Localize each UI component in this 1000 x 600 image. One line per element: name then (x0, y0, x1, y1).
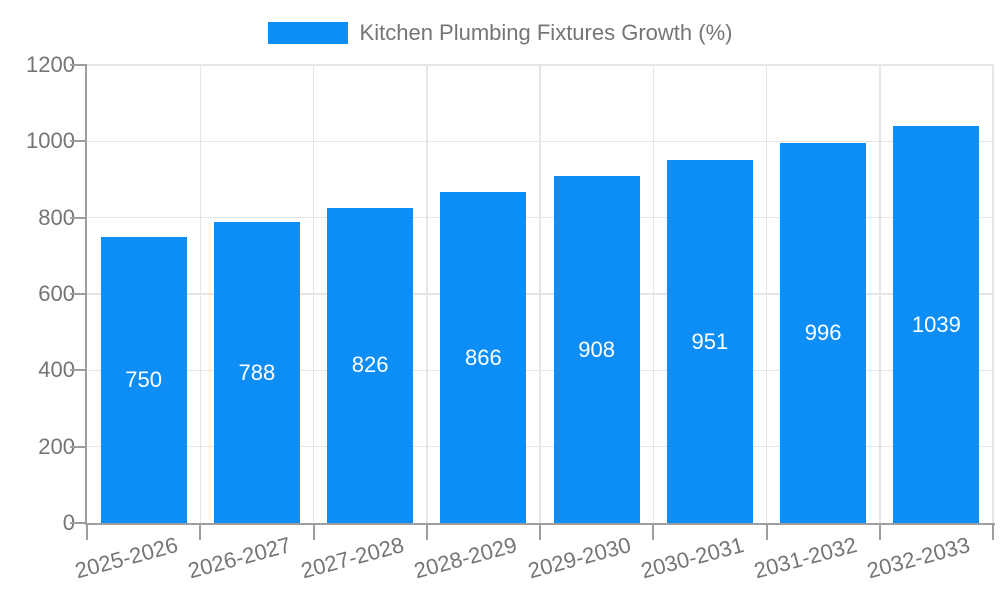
x-tick-mark (765, 523, 768, 540)
bar-value-label: 750 (125, 366, 162, 392)
x-gridline (765, 65, 768, 523)
x-tick-mark (86, 523, 88, 540)
x-gridline (426, 65, 428, 523)
bar[interactable] (893, 126, 980, 523)
legend-swatch[interactable] (267, 22, 348, 44)
x-gridline (879, 65, 881, 523)
y-axis-tick-label: 0 (62, 510, 75, 535)
bar[interactable] (553, 176, 640, 523)
x-tick-mark (425, 523, 428, 540)
bar[interactable] (440, 192, 527, 523)
bar-value-label: 908 (578, 336, 615, 362)
bar[interactable] (666, 160, 753, 523)
x-tick-mark (992, 523, 994, 540)
bar-value-label: 826 (351, 352, 389, 378)
bar-value-label: 866 (465, 344, 502, 370)
x-tick-mark (312, 523, 315, 540)
bar[interactable] (213, 222, 300, 523)
y-tick-mark (70, 293, 87, 295)
y-axis-tick-label: 200 (38, 433, 75, 459)
x-tick-mark (878, 523, 881, 540)
x-tick-mark (652, 523, 655, 540)
bar-value-label: 1039 (911, 311, 961, 337)
x-gridline (652, 65, 654, 523)
x-gridline (312, 65, 315, 523)
x-tick-mark (199, 523, 202, 540)
y-tick-mark (70, 445, 87, 448)
y-axis-tick-label: 1200 (26, 52, 75, 77)
bar[interactable] (780, 142, 867, 523)
legend: Kitchen Plumbing Fixtures Growth (%) (0, 20, 1000, 46)
bar-value-label: 951 (691, 328, 729, 354)
x-gridline (992, 65, 994, 523)
y-tick-mark (70, 140, 87, 143)
y-axis-tick-label: 400 (38, 357, 75, 383)
bar-value-label: 788 (238, 359, 276, 385)
y-tick-mark (70, 522, 87, 524)
legend-label: Kitchen Plumbing Fixtures Growth (%) (359, 20, 733, 45)
y-axis-line (85, 65, 87, 525)
x-axis-line (85, 523, 995, 525)
y-tick-mark (70, 369, 87, 372)
x-gridline (539, 65, 541, 523)
y-tick-mark (70, 64, 87, 66)
bar-value-label: 996 (804, 319, 842, 345)
bar[interactable] (100, 236, 187, 523)
y-axis-tick-label: 600 (38, 281, 75, 306)
y-axis-tick-label: 1000 (26, 128, 75, 154)
x-tick-mark (539, 523, 541, 540)
y-axis-tick-label: 800 (38, 204, 75, 230)
bar[interactable] (327, 207, 414, 523)
x-gridline (199, 65, 201, 523)
y-tick-mark (70, 216, 87, 219)
